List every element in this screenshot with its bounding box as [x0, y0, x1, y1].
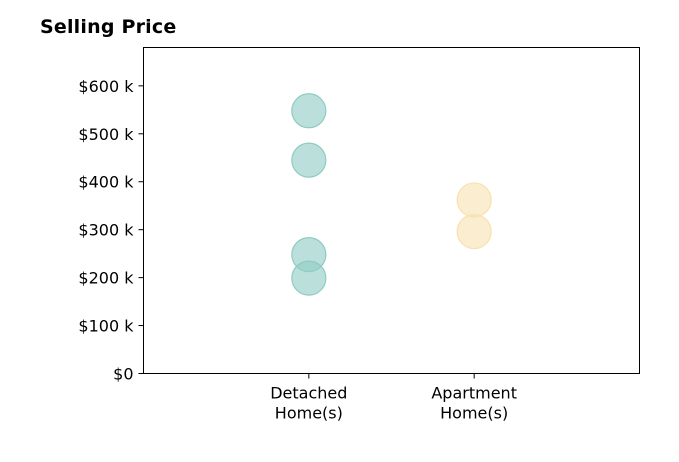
y-tick-label: $200 k	[78, 269, 134, 288]
y-tick-label: $500 k	[78, 125, 134, 144]
y-tick-label: $100 k	[78, 317, 134, 336]
y-axis: $0 $100 k $200 k $300 k $400 k $500 k $600 k	[78, 77, 144, 384]
x-tick-label: Detached Home(s)	[270, 384, 347, 423]
plot-area-frame	[143, 47, 640, 374]
scatter-point	[291, 93, 327, 129]
chart-title: Selling Price	[40, 16, 177, 38]
y-tick-label: $0	[113, 365, 133, 384]
data-points	[291, 93, 492, 296]
x-tick-label: Apartment Home(s)	[431, 384, 517, 423]
y-tick-label: $400 k	[78, 173, 134, 192]
scatter-point	[456, 213, 492, 250]
scatter-point	[291, 142, 327, 178]
x-axis: Detached Home(s) Apartment Home(s)	[270, 373, 517, 423]
y-tick-label: $300 k	[78, 221, 134, 240]
scatter-point	[291, 260, 327, 296]
scatter-point	[456, 182, 492, 218]
y-tick-label: $600 k	[78, 77, 134, 96]
